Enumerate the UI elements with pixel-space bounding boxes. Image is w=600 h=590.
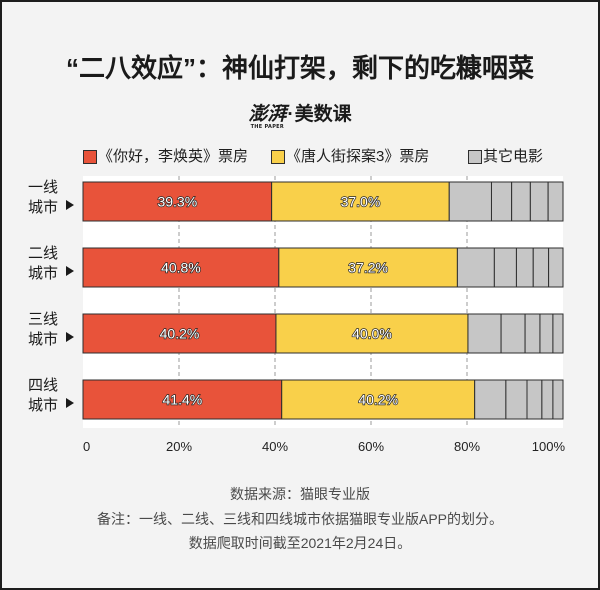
data-label-hi-mom: 39.3% — [157, 194, 197, 210]
bar-segment-other-movies — [500, 313, 526, 354]
legend-label: 《唐人街探案3》票房 — [286, 148, 430, 165]
data-label-hi-mom: 40.2% — [160, 326, 200, 342]
bar-segment-other-movies — [524, 313, 541, 354]
category-label: 二线城市 — [28, 244, 59, 282]
bar-segment-other-movies — [456, 247, 495, 288]
legend-item-other-movies: 其它电影 — [468, 148, 543, 166]
bar-segment-other-movies — [526, 379, 543, 420]
data-label-hi-mom: 41.4% — [163, 392, 203, 408]
data-label-detective-chinatown-3: 40.2% — [358, 392, 398, 408]
bar-segment-hi-mom — [82, 313, 277, 354]
x-tick-label: 80% — [454, 439, 480, 454]
bar-segment-hi-mom — [82, 247, 280, 288]
bar-segment-detective-chinatown-3 — [275, 313, 469, 354]
bar-segment-other-movies — [547, 181, 564, 222]
x-tick-label: 60% — [358, 439, 384, 454]
x-tick-label: 40% — [262, 439, 288, 454]
data-date-note: 数据爬取时间截至2021年2月24日。 — [188, 535, 412, 551]
x-tick-label: 20% — [166, 439, 192, 454]
bar-segment-other-movies — [529, 181, 549, 222]
data-label-detective-chinatown-3: 37.2% — [348, 260, 388, 276]
data-label-detective-chinatown-3: 40.0% — [352, 326, 392, 342]
triangle-right-icon — [66, 331, 74, 342]
category-label: 一线城市 — [28, 178, 59, 216]
data-label-detective-chinatown-3: 37.0% — [341, 194, 381, 210]
bar-segment-other-movies — [493, 247, 517, 288]
bar-segment-other-movies — [539, 313, 554, 354]
bar-segment-other-movies — [548, 247, 564, 288]
bar-segment-detective-chinatown-3 — [281, 379, 476, 420]
bar-segment-other-movies — [552, 313, 564, 354]
logo-column-name: 美数课 — [294, 104, 352, 125]
bar-segment-other-movies — [515, 247, 534, 288]
logo: 澎湃 THE PAPER ·美数课 — [0, 101, 600, 130]
logo-separator: · — [287, 104, 294, 125]
bar-segment-other-movies — [474, 379, 507, 420]
legend-label: 《你好，李焕英》票房 — [98, 148, 249, 165]
logo-brand: 澎湃 THE PAPER — [248, 101, 287, 130]
x-tick-label: 0 — [83, 439, 90, 454]
triangle-right-icon — [66, 265, 74, 276]
bar-segment-other-movies — [511, 181, 531, 222]
legend-item-hi-mom: 《你好，李焕英》票房 — [83, 148, 248, 166]
bar-segment-other-movies — [505, 379, 528, 420]
data-label-hi-mom: 40.8% — [161, 260, 201, 276]
legend-swatch — [468, 150, 482, 164]
data-source-note: 数据来源：猫眼专业版 — [230, 486, 370, 502]
bar-segment-other-movies — [552, 379, 564, 420]
bar-segment-other-movies — [532, 247, 550, 288]
bar-segment-hi-mom — [82, 181, 273, 222]
legend-label: 其它电影 — [483, 148, 544, 165]
category-label: 三线城市 — [28, 310, 59, 348]
logo-brand-subtext: THE PAPER — [250, 124, 285, 130]
bar-segment-other-movies — [490, 181, 513, 222]
triangle-right-icon — [66, 199, 74, 210]
x-tick-label: 100% — [532, 439, 566, 454]
legend-item-detective-chinatown-3: 《唐人街探案3》票房 — [271, 148, 429, 166]
legend-swatch — [83, 150, 97, 164]
legend-swatch — [271, 150, 285, 164]
remark-note: 备注：一线、二线、三线和四线城市依据猫眼专业版APP的划分。 — [96, 511, 503, 527]
chart-title: “二八效应”：神仙打架，剩下的吃糠咽菜 — [65, 53, 534, 83]
bar-segment-other-movies — [467, 313, 502, 354]
bar-segment-hi-mom — [82, 379, 283, 420]
category-label: 四线城市 — [28, 376, 59, 414]
bar-segment-other-movies — [448, 181, 492, 222]
triangle-right-icon — [66, 397, 74, 408]
bar-segment-other-movies — [541, 379, 554, 420]
bar-segment-detective-chinatown-3 — [271, 181, 450, 222]
bar-segment-detective-chinatown-3 — [278, 247, 458, 288]
logo-brand-text: 澎湃 — [248, 103, 287, 125]
